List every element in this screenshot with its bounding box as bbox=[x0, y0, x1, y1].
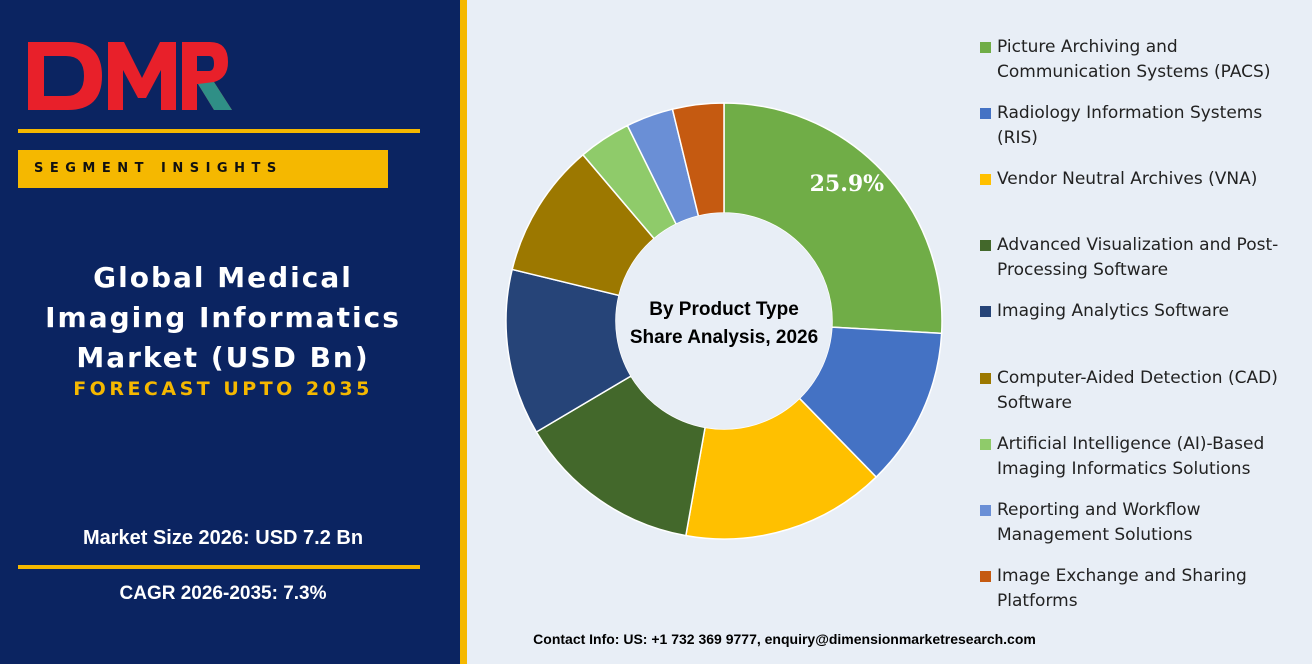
legend-swatch bbox=[980, 42, 991, 53]
legend-label: Vendor Neutral Archives (VNA) bbox=[997, 169, 1258, 189]
slice-data-label: 25.9% bbox=[810, 171, 885, 197]
legend-label: Image Exchange and Sharing Platforms bbox=[997, 566, 1247, 611]
legend-swatch bbox=[980, 240, 991, 251]
chart-legend: Picture Archiving and Communication Syste… bbox=[980, 0, 1310, 630]
legend-swatch bbox=[980, 174, 991, 185]
legend-label: Computer-Aided Detection (CAD) Software bbox=[997, 368, 1278, 413]
chart-title: By Product Type Share Analysis, 2026 bbox=[630, 299, 818, 348]
legend-label: Reporting and Workflow Management Solutio… bbox=[997, 500, 1201, 545]
legend-label: Artificial Intelligence (AI)-Based Imagin… bbox=[997, 434, 1265, 479]
legend-swatch bbox=[980, 306, 991, 317]
legend-label: Advanced Visualization and Post- Processi… bbox=[997, 235, 1279, 280]
legend-swatch bbox=[980, 108, 991, 119]
gold-divider bbox=[460, 0, 467, 664]
logo-letter-r bbox=[182, 42, 232, 110]
donut-hole bbox=[616, 213, 832, 429]
legend-label: Picture Archiving and Communication Syste… bbox=[997, 37, 1271, 82]
legend-swatch bbox=[980, 439, 991, 450]
legend-label: Imaging Analytics Software bbox=[997, 301, 1230, 321]
legend-label: Radiology Information Systems (RIS) bbox=[997, 103, 1263, 148]
forecast-subtitle: FORECAST UPTO 2035 bbox=[73, 378, 373, 400]
segment-insights-banner: SEGMENT INSIGHTS bbox=[18, 150, 388, 188]
contact-info: Contact Info: US: +1 732 369 9777, enqui… bbox=[533, 631, 1036, 647]
gold-rule-bottom bbox=[18, 565, 420, 569]
donut-chart: 25.9% By Product Type Share Analysis, 2026 bbox=[505, 102, 943, 540]
legend-swatch bbox=[980, 373, 991, 384]
market-title: Global Medical Imaging Informatics Marke… bbox=[45, 261, 401, 374]
logo-letter-m bbox=[108, 42, 176, 110]
gold-rule-top bbox=[18, 129, 420, 133]
cagr-text: CAGR 2026-2035: 7.3% bbox=[119, 583, 327, 604]
logo-letter-d bbox=[28, 42, 102, 110]
dmr-logo bbox=[28, 42, 232, 110]
market-size-text: Market Size 2026: USD 7.2 Bn bbox=[82, 527, 364, 549]
legend-swatch bbox=[980, 571, 991, 582]
legend-swatch bbox=[980, 505, 991, 516]
sidebar-panel: SEGMENT INSIGHTS Global Medical Imaging … bbox=[0, 0, 460, 664]
